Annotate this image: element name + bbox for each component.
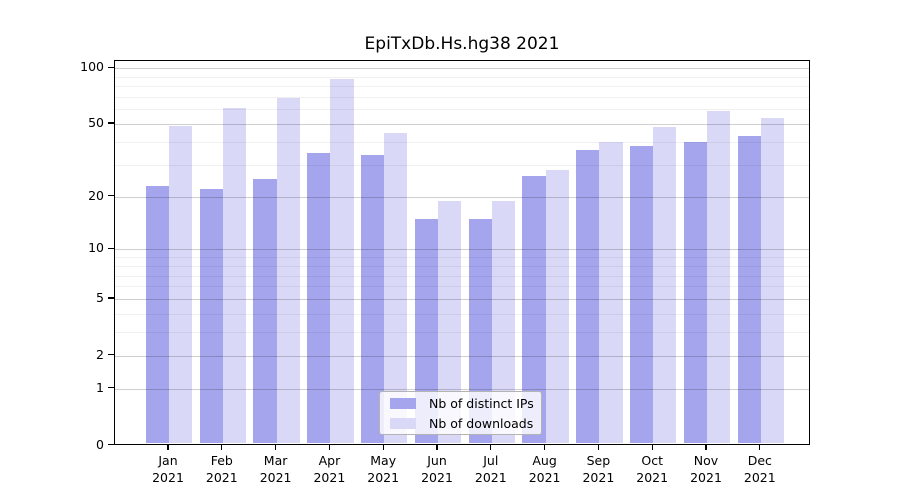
bar-nb-of-downloads-jul-2021: [491, 200, 515, 443]
gridline-major-5: [115, 299, 809, 301]
plot-area: [114, 59, 810, 445]
legend-swatch-downloads: [390, 417, 416, 429]
x-axis-tick-jul-2021: [490, 444, 492, 450]
bar-nb-of-downloads-aug-2021: [545, 170, 569, 443]
bar-nb-of-distinct-ips-jun-2021: [414, 218, 438, 443]
gridline-minor-7: [115, 275, 809, 277]
x-axis-label-apr-2021: Apr 2021: [313, 453, 346, 485]
x-axis-label-may-2021: May 2021: [367, 453, 400, 485]
x-axis-tick-dec-2021: [759, 444, 761, 450]
x-axis-label-jul-2021: Jul 2021: [474, 453, 507, 485]
legend-item-distinct-ips: Nb of distinct IPs: [390, 396, 541, 411]
x-axis-tick-jun-2021: [436, 444, 438, 450]
y-axis-label-100: 100: [80, 59, 104, 75]
legend: Nb of distinct IPs Nb of downloads: [379, 391, 542, 435]
x-axis-label-jun-2021: Jun 2021: [421, 453, 453, 485]
gridline-major-50: [115, 124, 809, 126]
x-axis-label-jan-2021: Jan 2021: [152, 453, 184, 485]
bar-nb-of-downloads-mar-2021: [276, 98, 300, 443]
bar-nb-of-distinct-ips-dec-2021: [737, 136, 761, 443]
x-axis-tick-apr-2021: [328, 444, 330, 450]
gridline-major-20: [115, 196, 809, 198]
bar-nb-of-downloads-jan-2021: [169, 125, 193, 443]
bar-nb-of-distinct-ips-may-2021: [361, 154, 385, 443]
bar-nb-of-distinct-ips-jul-2021: [468, 218, 492, 443]
x-axis-label-mar-2021: Mar 2021: [259, 453, 292, 485]
x-axis-label-aug-2021: Aug 2021: [528, 453, 561, 485]
bar-nb-of-distinct-ips-nov-2021: [683, 141, 707, 443]
y-axis-tick-20: [108, 195, 114, 197]
x-axis-tick-aug-2021: [544, 444, 546, 450]
gridline-major-10: [115, 249, 809, 251]
x-axis-label-oct-2021: Oct 2021: [636, 453, 669, 485]
bar-nb-of-downloads-apr-2021: [330, 78, 354, 443]
legend-label-distinct-ips: Nb of distinct IPs: [429, 395, 534, 411]
x-axis-label-sep-2021: Sep 2021: [582, 453, 615, 485]
x-axis-tick-oct-2021: [651, 444, 653, 450]
y-axis-tick-1: [108, 387, 114, 389]
x-axis-label-nov-2021: Nov 2021: [690, 453, 722, 485]
legend-swatch-distinct-ips: [390, 397, 416, 409]
bar-nb-of-downloads-sep-2021: [599, 141, 623, 443]
y-axis-tick-10: [108, 247, 114, 250]
legend-label-downloads: Nb of downloads: [429, 415, 534, 431]
y-axis-label-2: 2: [96, 346, 104, 362]
gridline-minor-4: [115, 313, 809, 315]
y-axis-label-20: 20: [88, 187, 104, 203]
bar-nb-of-downloads-oct-2021: [653, 127, 677, 443]
gridline-minor-8: [115, 265, 809, 267]
gridline-minor-40: [115, 141, 809, 143]
gridline-minor-70: [115, 97, 809, 99]
y-axis-label-0: 0: [96, 436, 104, 452]
y-axis-tick-100: [108, 66, 114, 68]
gridline-major-2: [115, 355, 809, 357]
x-axis-label-feb-2021: Feb 2021: [205, 453, 238, 485]
x-axis-label-dec-2021: Dec 2021: [743, 453, 776, 485]
x-axis-tick-feb-2021: [221, 444, 223, 450]
y-axis-label-50: 50: [88, 115, 104, 131]
y-axis-tick-0: [108, 443, 114, 446]
bar-nb-of-distinct-ips-sep-2021: [576, 150, 600, 443]
gridline-major-1: [115, 388, 809, 390]
y-axis-tick-50: [108, 122, 114, 124]
y-axis-label-5: 5: [96, 290, 104, 306]
gridline-minor-90: [115, 76, 809, 78]
gridline-minor-80: [115, 86, 809, 88]
x-axis-tick-sep-2021: [597, 444, 599, 450]
bar-nb-of-downloads-dec-2021: [760, 117, 784, 443]
y-axis-tick-5: [108, 297, 114, 299]
bar-nb-of-distinct-ips-jan-2021: [145, 185, 169, 443]
bar-nb-of-downloads-nov-2021: [707, 110, 731, 443]
x-axis-tick-jan-2021: [167, 444, 169, 450]
y-axis-tick-2: [108, 354, 114, 356]
bar-nb-of-downloads-feb-2021: [222, 108, 246, 443]
y-axis-label-1: 1: [96, 379, 104, 395]
x-axis-tick-may-2021: [382, 444, 384, 450]
bar-nb-of-distinct-ips-mar-2021: [253, 179, 277, 443]
gridline-major-100: [115, 68, 809, 70]
legend-item-downloads: Nb of downloads: [390, 416, 541, 431]
gridline-minor-6: [115, 286, 809, 288]
y-axis-label-10: 10: [88, 240, 104, 256]
bar-nb-of-distinct-ips-oct-2021: [630, 146, 654, 443]
bar-nb-of-distinct-ips-feb-2021: [199, 189, 223, 443]
bar-nb-of-downloads-jun-2021: [438, 200, 462, 443]
gridline-minor-3: [115, 332, 809, 334]
gridline-minor-60: [115, 109, 809, 111]
x-axis-tick-mar-2021: [275, 444, 277, 450]
bar-nb-of-distinct-ips-aug-2021: [522, 176, 546, 443]
chart-title: EpiTxDb.Hs.hg38 2021: [364, 34, 560, 54]
gridline-minor-9: [115, 257, 809, 259]
gridline-minor-30: [115, 164, 809, 166]
bar-nb-of-downloads-may-2021: [384, 132, 408, 443]
x-axis-tick-nov-2021: [705, 444, 707, 450]
bar-nb-of-distinct-ips-apr-2021: [307, 152, 331, 443]
